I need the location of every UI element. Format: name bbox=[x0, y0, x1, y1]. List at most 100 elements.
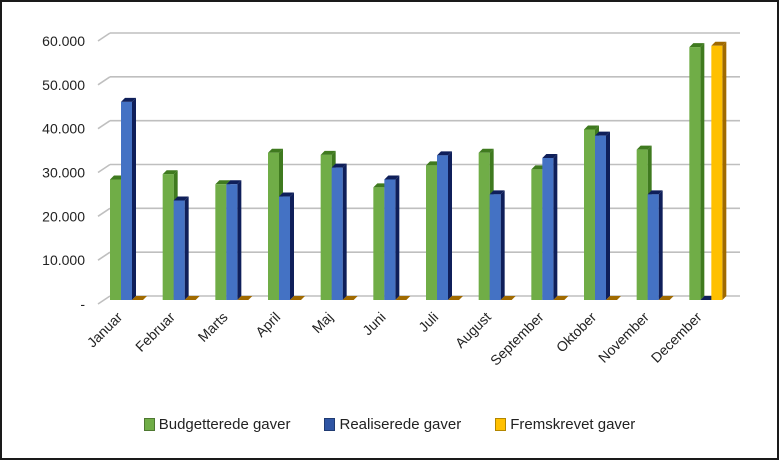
bar-1-1 bbox=[173, 200, 185, 300]
bar-top-1-0 bbox=[121, 97, 136, 102]
bar-zero-2-8 bbox=[553, 296, 569, 300]
bar-top-1-6 bbox=[437, 151, 452, 156]
x-tick-label-9: Oktober bbox=[553, 309, 600, 356]
bar-0-7 bbox=[478, 152, 490, 300]
bar-top-1-4 bbox=[331, 163, 347, 168]
bar-zero-2-4 bbox=[342, 296, 358, 300]
gridline-depth-5 bbox=[97, 76, 111, 86]
bar-side-1-6 bbox=[448, 151, 452, 300]
y-tick-label-1: 10.000 bbox=[42, 252, 85, 268]
bar-0-1 bbox=[162, 174, 174, 300]
gridline-depth-0 bbox=[97, 295, 111, 305]
bar-side-1-7 bbox=[500, 190, 505, 300]
bar-side-1-3 bbox=[290, 192, 294, 300]
bar-2-11 bbox=[711, 45, 723, 301]
x-tick-label-4: Maj bbox=[309, 309, 336, 336]
gridline-depth-2 bbox=[97, 207, 111, 217]
x-tick-label-11: December bbox=[648, 309, 705, 366]
bar-side-1-4 bbox=[342, 163, 347, 300]
bar-0-6 bbox=[426, 165, 437, 300]
bar-1-3 bbox=[279, 196, 290, 300]
y-tick-label-3: 30.000 bbox=[42, 165, 85, 181]
x-tick-label-5: Juni bbox=[359, 309, 388, 338]
legend-item-realiserede: Realiserede gaver bbox=[324, 416, 461, 433]
bar-top-1-9 bbox=[595, 131, 610, 136]
gridline-depth-6 bbox=[97, 32, 111, 42]
bar-top-0-7 bbox=[478, 148, 494, 153]
bar-zero-2-3 bbox=[290, 296, 305, 300]
bar-side-0-11 bbox=[700, 43, 705, 300]
gridline-depth-3 bbox=[97, 163, 111, 174]
x-tick-label-8: September bbox=[487, 309, 547, 369]
bar-0-2 bbox=[215, 184, 227, 300]
bar-0-0 bbox=[110, 179, 121, 300]
bar-top-0-4 bbox=[320, 150, 336, 155]
bar-zero-2-6 bbox=[448, 296, 463, 300]
gridline-depth-4 bbox=[97, 120, 111, 130]
bar-zero-2-0 bbox=[132, 296, 147, 300]
bar-0-3 bbox=[268, 152, 279, 300]
bar-top-0-11 bbox=[689, 43, 705, 48]
bar-side-1-10 bbox=[658, 190, 663, 300]
bar-top-0-2 bbox=[215, 180, 231, 185]
bar-top-0-1 bbox=[162, 170, 178, 175]
bar-top-1-8 bbox=[542, 153, 558, 158]
bar-top-1-10 bbox=[647, 190, 663, 195]
bar-top-0-3 bbox=[268, 148, 283, 153]
bar-top-1-7 bbox=[489, 190, 505, 195]
legend-item-budgetterede: Budgetterede gaver bbox=[143, 416, 291, 433]
bar-zero-2-2 bbox=[237, 296, 253, 300]
bar-top-1-3 bbox=[279, 192, 294, 197]
bar-0-5 bbox=[373, 187, 385, 300]
bar-0-10 bbox=[636, 149, 648, 300]
bar-top-2-11 bbox=[711, 41, 727, 46]
x-tick-label-1: Februar bbox=[132, 309, 178, 355]
bar-zero-2-1 bbox=[184, 296, 200, 300]
bar-zero-2-7 bbox=[500, 296, 516, 300]
y-tick-label-2: 20.000 bbox=[42, 208, 85, 224]
y-tick-label-6: 60.000 bbox=[42, 33, 85, 49]
bar-top-0-10 bbox=[636, 145, 652, 150]
bar-top-1-2 bbox=[226, 180, 242, 185]
bar-1-9 bbox=[595, 135, 606, 300]
bar-zero-2-9 bbox=[606, 296, 621, 300]
bar-0-4 bbox=[320, 154, 332, 300]
x-tick-label-0: Januar bbox=[84, 309, 126, 351]
x-tick-label-7: August bbox=[452, 309, 494, 351]
y-tick-label-4: 40.000 bbox=[42, 121, 85, 137]
bar-0-8 bbox=[531, 169, 543, 300]
x-tick-label-6: Juli bbox=[415, 309, 441, 335]
x-tick-label-3: April bbox=[252, 309, 283, 340]
bar-0-9 bbox=[584, 129, 595, 300]
bar-1-0 bbox=[121, 101, 132, 300]
bar-1-4 bbox=[331, 167, 343, 300]
bar-1-7 bbox=[489, 194, 501, 300]
legend-item-fremskrevet: Fremskrevet gaver bbox=[495, 416, 635, 433]
bar-side-2-11 bbox=[722, 41, 727, 301]
bar-1-5 bbox=[384, 179, 396, 300]
bar-1-8 bbox=[542, 157, 554, 300]
bar-side-1-9 bbox=[606, 131, 610, 300]
bar-side-1-0 bbox=[132, 97, 136, 300]
bar-zero-2-10 bbox=[658, 296, 674, 300]
bar-top-1-1 bbox=[173, 196, 189, 201]
y-tick-label-0: - bbox=[80, 296, 85, 312]
legend-label-budgetterede: Budgetterede gaver bbox=[158, 416, 291, 433]
bar-zero-2-5 bbox=[395, 296, 411, 300]
legend-label-realiserede: Realiserede gaver bbox=[339, 416, 462, 433]
legend-swatch-fremskrevet bbox=[495, 418, 507, 431]
bar-1-10 bbox=[647, 194, 659, 300]
bar-side-1-2 bbox=[237, 180, 242, 300]
bar-top-1-5 bbox=[384, 175, 400, 180]
y-tick-label-5: 50.000 bbox=[42, 77, 85, 93]
bar-1-2 bbox=[226, 184, 238, 300]
bar-side-1-5 bbox=[395, 175, 400, 300]
x-tick-label-2: Marts bbox=[195, 309, 231, 345]
legend-swatch-budgetterede bbox=[143, 418, 155, 431]
bar-0-11 bbox=[689, 47, 701, 300]
bar-top-0-9 bbox=[584, 125, 599, 130]
x-tick-label-10: November bbox=[595, 309, 652, 366]
gridline-depth-1 bbox=[97, 251, 111, 261]
bar-side-1-8 bbox=[553, 153, 558, 300]
